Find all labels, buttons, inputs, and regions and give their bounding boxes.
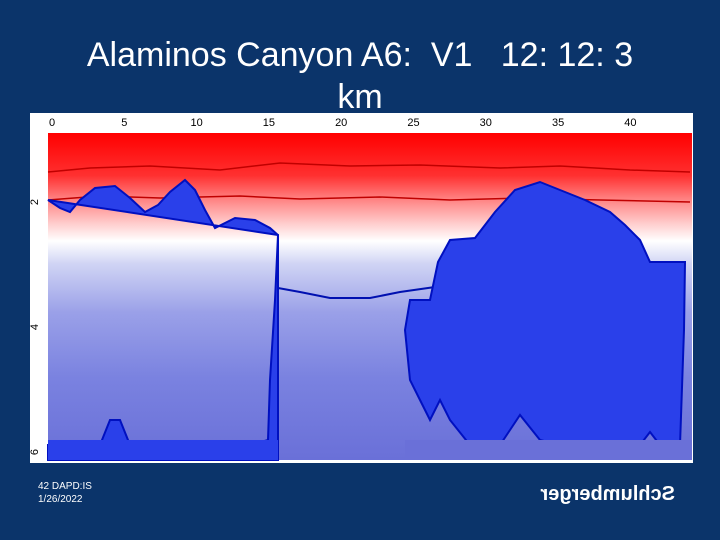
salt-body xyxy=(48,440,278,460)
left-tick-label: 2 xyxy=(29,199,41,205)
title-line: Alaminos Canyon A6: V1 12: 12: 3 xyxy=(86,36,634,74)
top-tick-label: 15 xyxy=(263,117,275,129)
top-tick-label: 20 xyxy=(335,117,347,129)
title-line: km xyxy=(337,78,383,116)
footer-text: 1/26/2022 xyxy=(38,494,83,505)
logo-text: Schlumberger xyxy=(540,483,675,505)
top-tick-label: 40 xyxy=(624,117,636,129)
top-tick-label: 5 xyxy=(121,117,127,129)
top-tick-label: 0 xyxy=(49,117,55,129)
top-tick-label: 30 xyxy=(480,117,492,129)
salt-body xyxy=(403,180,687,446)
top-tick-label: 25 xyxy=(407,117,419,129)
left-tick-label: 6 xyxy=(29,449,41,455)
footer-text: 42 DAPD:IS xyxy=(38,481,92,492)
top-tick-label: 10 xyxy=(190,117,202,129)
base-layer xyxy=(405,440,692,460)
seafloor-line xyxy=(277,286,436,299)
left-tick-label: 4 xyxy=(29,324,41,330)
logo: Schlumberger xyxy=(540,483,675,505)
top-tick-label: 35 xyxy=(552,117,564,129)
horizon-line xyxy=(47,162,691,173)
